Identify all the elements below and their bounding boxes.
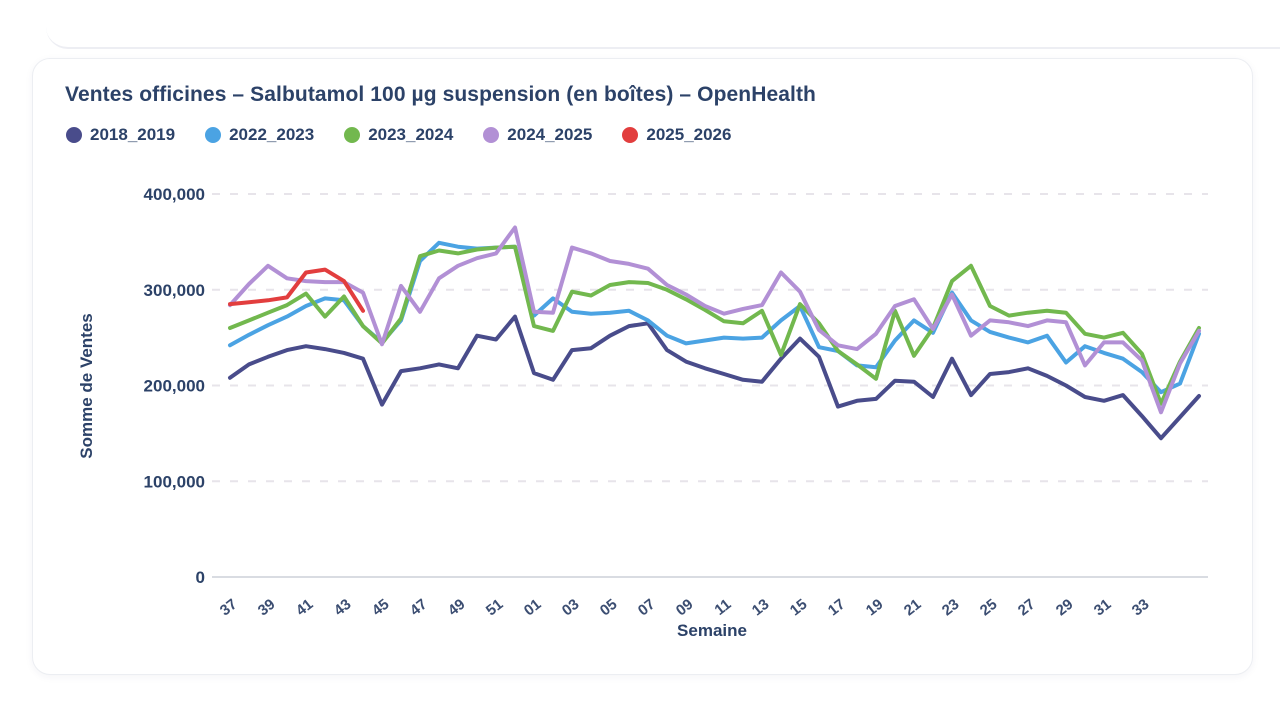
legend-label: 2024_2025 [507, 125, 593, 144]
legend-label: 2022_2023 [229, 125, 315, 144]
y-tick-label-100000: 100,000 [144, 472, 205, 491]
series-line-2025_2026[interactable] [228, 267, 365, 313]
legend-dot-2023_2024 [344, 127, 361, 143]
legend-item-2024_2025[interactable]: 2024_2025 [483, 125, 592, 145]
legend-label: 2018_2019 [90, 125, 176, 144]
y-tick-label-400000: 400,000 [144, 185, 205, 204]
x-tick-label-17: 17 [825, 596, 849, 620]
y-tick-label-0: 0 [196, 568, 205, 587]
y-tick-label-300000: 300,000 [144, 281, 205, 300]
chart-legend: 2018_2019 2022_2023 2023_2024 2024_2025 2025… [66, 125, 731, 145]
legend-item-2023_2024[interactable]: 2023_2024 [344, 125, 453, 145]
x-axis-title: Semaine [677, 621, 747, 640]
x-tick-label-15: 15 [787, 596, 811, 620]
x-tick-label-43: 43 [331, 596, 355, 620]
x-tick-label-27: 27 [1015, 596, 1039, 620]
x-tick-label-19: 19 [863, 596, 887, 620]
x-tick-label-31: 31 [1091, 596, 1115, 620]
x-tick-label-23: 23 [939, 596, 963, 620]
x-tick-label-11: 11 [711, 596, 734, 619]
x-tick-label-41: 41 [293, 596, 317, 620]
previous-card-bottom-edge [46, 0, 1280, 49]
x-tick-label-21: 21 [901, 596, 925, 620]
legend-dot-2025_2026 [622, 127, 639, 143]
x-tick-label-51: 51 [483, 596, 507, 620]
chart-title: Ventes officines – Salbutamol 100 µg sus… [65, 83, 816, 106]
legend-dot-2022_2023 [205, 127, 222, 143]
x-tick-label-25: 25 [977, 596, 1001, 620]
legend-label: 2023_2024 [368, 125, 454, 144]
x-tick-label-03: 03 [559, 596, 583, 620]
series-line-2024_2025[interactable] [228, 225, 1201, 415]
x-tick-label-49: 49 [445, 596, 469, 620]
legend-item-2025_2026[interactable]: 2025_2026 [622, 125, 731, 145]
x-tick-label-39: 39 [255, 596, 279, 620]
y-axis-title: Somme de Ventes [77, 313, 96, 459]
y-tick-label-200000: 200,000 [144, 377, 205, 396]
x-tick-label-01: 01 [521, 596, 545, 620]
legend-item-2022_2023[interactable]: 2022_2023 [205, 125, 314, 145]
chart-card: Ventes officines – Salbutamol 100 µg sus… [32, 58, 1253, 675]
x-tick-label-13: 13 [749, 596, 773, 620]
x-tick-label-47: 47 [407, 596, 431, 620]
x-tick-label-45: 45 [369, 596, 393, 620]
legend-dot-2024_2025 [483, 127, 500, 143]
legend-label: 2025_2026 [646, 125, 732, 144]
legend-item-2018_2019[interactable]: 2018_2019 [66, 125, 175, 145]
series-line-2018_2019[interactable] [228, 314, 1201, 441]
series-line-2023_2024[interactable] [228, 244, 1201, 406]
x-tick-label-29: 29 [1053, 596, 1077, 620]
x-tick-label-37: 37 [217, 596, 241, 620]
x-tick-label-09: 09 [673, 596, 697, 620]
x-tick-label-05: 05 [597, 596, 621, 620]
x-tick-label-07: 07 [635, 596, 659, 620]
x-tick-label-33: 33 [1129, 596, 1153, 620]
legend-dot-2018_2019 [66, 127, 82, 143]
